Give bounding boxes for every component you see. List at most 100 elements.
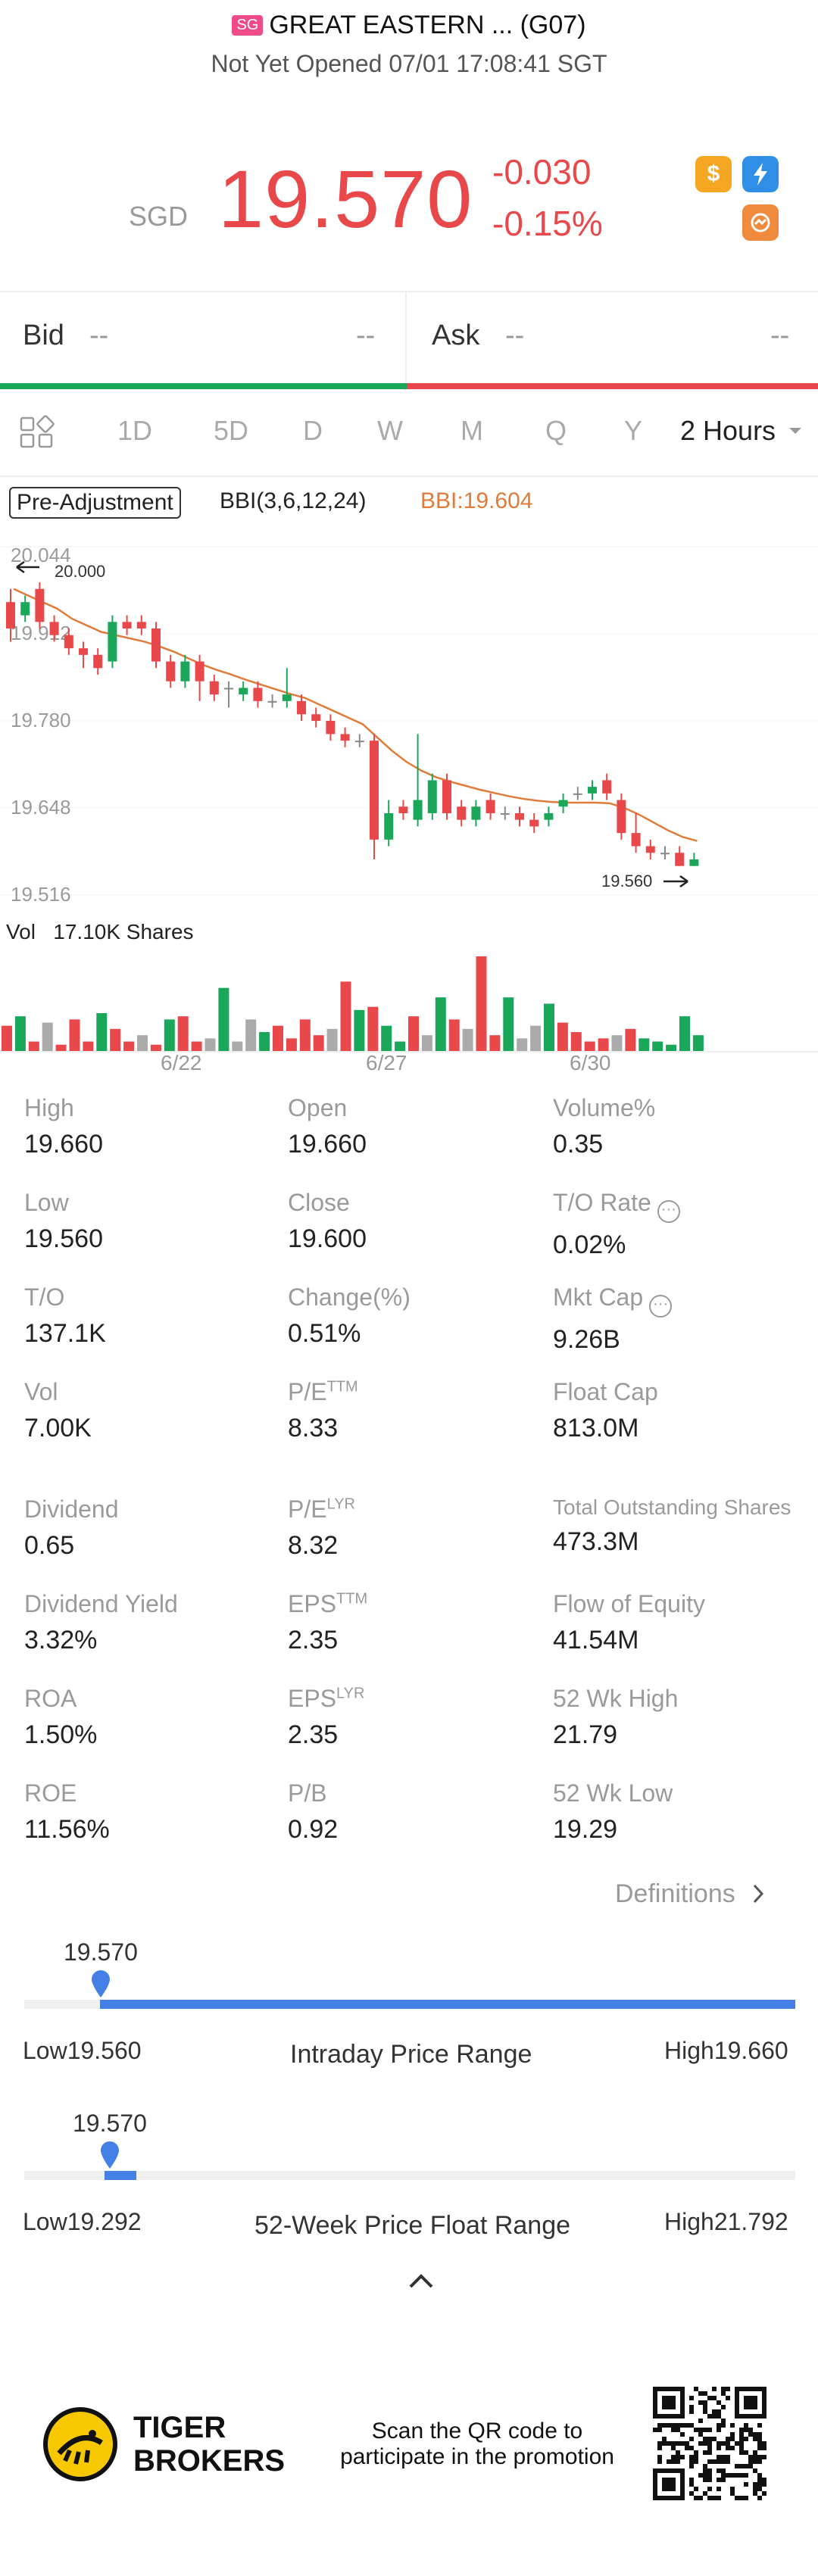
- stat-label-superscript: TTM: [336, 1590, 368, 1608]
- promo-line-1: Scan the QR code to: [371, 2419, 583, 2443]
- dollar-icon[interactable]: $: [695, 156, 732, 192]
- candle: [340, 727, 350, 747]
- stat-label: Dividend Yield: [24, 1590, 178, 1617]
- stat-cell: Vol 7.00K: [24, 1378, 92, 1443]
- tab-week[interactable]: W: [377, 415, 403, 446]
- stat-value: 19.660: [288, 1130, 367, 1159]
- bbi-indicator-label[interactable]: BBI(3,6,12,24): [220, 488, 367, 513]
- grid-layout-icon[interactable]: [18, 415, 56, 448]
- candle: [108, 615, 117, 669]
- volume-bar: [679, 1016, 690, 1051]
- volume-bar: [83, 1041, 94, 1051]
- candle: [166, 654, 176, 688]
- stat-value: 0.02%: [553, 1230, 626, 1259]
- stat-label: Volume%: [553, 1094, 656, 1121]
- tab-day[interactable]: D: [303, 415, 323, 446]
- volume-bar: [381, 1025, 392, 1051]
- stat-cell: EPSTTM 2.35: [288, 1590, 367, 1655]
- stat-value: 473.3M: [553, 1527, 639, 1556]
- bid-ask-divider: [405, 291, 407, 383]
- stat-cell: Open 19.660: [288, 1094, 367, 1159]
- stat-cell: Total Outstanding Shares 473.3M: [553, 1495, 791, 1557]
- stat-label: ROA: [24, 1685, 77, 1712]
- qr-code[interactable]: [653, 2387, 766, 2500]
- brand-line-1: TIGER: [133, 2411, 226, 2444]
- stat-cell: Float Cap 813.0M: [553, 1378, 658, 1443]
- info-icon[interactable]: ···: [649, 1295, 673, 1318]
- candle: [544, 806, 554, 827]
- week52-range-title: 52-Week Price Float Range: [254, 2211, 571, 2240]
- candle: [253, 681, 263, 708]
- pre-adjustment-button[interactable]: Pre-Adjustment: [9, 487, 181, 519]
- stat-label: T/O: [24, 1283, 65, 1311]
- swap-icon[interactable]: [742, 204, 779, 241]
- stat-label: Float Cap: [553, 1378, 658, 1405]
- stat-label: P/ELYR: [288, 1495, 355, 1523]
- lightning-icon[interactable]: [742, 156, 779, 192]
- candle: [224, 681, 233, 708]
- volume-value: 17.10K Shares: [53, 920, 194, 943]
- stat-value: 1.50%: [24, 1720, 98, 1749]
- candlestick-chart[interactable]: 20.044 19.912 19.780 19.648 19.516 20.000 19.…: [0, 530, 818, 916]
- tab-5d[interactable]: 5D: [214, 415, 249, 446]
- bid-bar: [0, 383, 407, 389]
- candle: [515, 806, 524, 827]
- volume-bar: [28, 1041, 39, 1051]
- stat-cell: P/ELYR 8.32: [288, 1495, 355, 1561]
- candle: [471, 800, 481, 827]
- volume-bar: [69, 1019, 80, 1051]
- ask-panel[interactable]: Ask -- --: [407, 295, 818, 388]
- candle: [93, 648, 103, 675]
- stat-label: Vol: [24, 1378, 58, 1405]
- stat-value: 11.56%: [24, 1815, 110, 1844]
- volume-bar: [395, 1041, 406, 1051]
- volume-bar: [435, 997, 446, 1051]
- stat-label: P/B: [288, 1779, 327, 1807]
- intraday-range-fill: [100, 2000, 795, 2009]
- definitions-label: Definitions: [615, 1879, 735, 1908]
- candle: [689, 853, 699, 866]
- stat-label: Flow of Equity: [553, 1590, 705, 1617]
- stat-label: Dividend: [24, 1495, 119, 1523]
- volume-bar: [476, 956, 487, 1051]
- tab-month[interactable]: M: [461, 415, 483, 446]
- stat-cell: Change(%) 0.51%: [288, 1283, 411, 1349]
- info-icon[interactable]: ···: [657, 1200, 680, 1223]
- week52-current-price: 19.570: [73, 2110, 147, 2137]
- price-change: -0.030: [492, 152, 592, 192]
- chevron-up-icon[interactable]: [404, 2270, 438, 2291]
- candle: [384, 800, 394, 847]
- candle: [602, 773, 612, 800]
- volume-bar: [14, 1016, 26, 1051]
- stat-cell: T/O Rate ··· 0.02%: [553, 1189, 680, 1260]
- brand-line-2: BROKERS: [133, 2444, 286, 2478]
- candle: [500, 806, 510, 820]
- volume-bar: [421, 1035, 432, 1051]
- candle: [282, 668, 292, 708]
- definitions-link[interactable]: Definitions: [615, 1879, 766, 1909]
- stat-cell: ROA 1.50%: [24, 1685, 97, 1750]
- tab-2-hours[interactable]: 2 Hours: [680, 415, 804, 447]
- bid-panel[interactable]: Bid -- --: [0, 295, 405, 388]
- stat-cell: Close 19.600: [288, 1189, 367, 1254]
- stat-cell: Volume% 0.35: [553, 1094, 655, 1159]
- tab-1d[interactable]: 1D: [117, 415, 153, 446]
- divider: [0, 476, 818, 477]
- tab-quarter[interactable]: Q: [545, 415, 567, 446]
- stat-value: 41.54M: [553, 1626, 639, 1654]
- stat-value: 2.35: [288, 1720, 339, 1749]
- stat-cell: Dividend Yield 3.32%: [24, 1590, 178, 1655]
- candle: [267, 694, 277, 708]
- svg-text:19.560: 19.560: [601, 872, 652, 890]
- chart-baseline: [0, 1051, 818, 1053]
- stat-label: ROE: [24, 1779, 77, 1807]
- stat-label: EPSLYR: [288, 1685, 365, 1712]
- candle: [20, 595, 30, 622]
- stat-label: Low: [24, 1189, 69, 1216]
- volume-chart[interactable]: [0, 947, 818, 1053]
- week52-range-fill: [105, 2171, 136, 2180]
- candle: [311, 707, 321, 728]
- volume-bar: [218, 987, 229, 1051]
- volume-label: Vol 17.10K Shares: [6, 920, 194, 944]
- tab-year[interactable]: Y: [624, 415, 643, 446]
